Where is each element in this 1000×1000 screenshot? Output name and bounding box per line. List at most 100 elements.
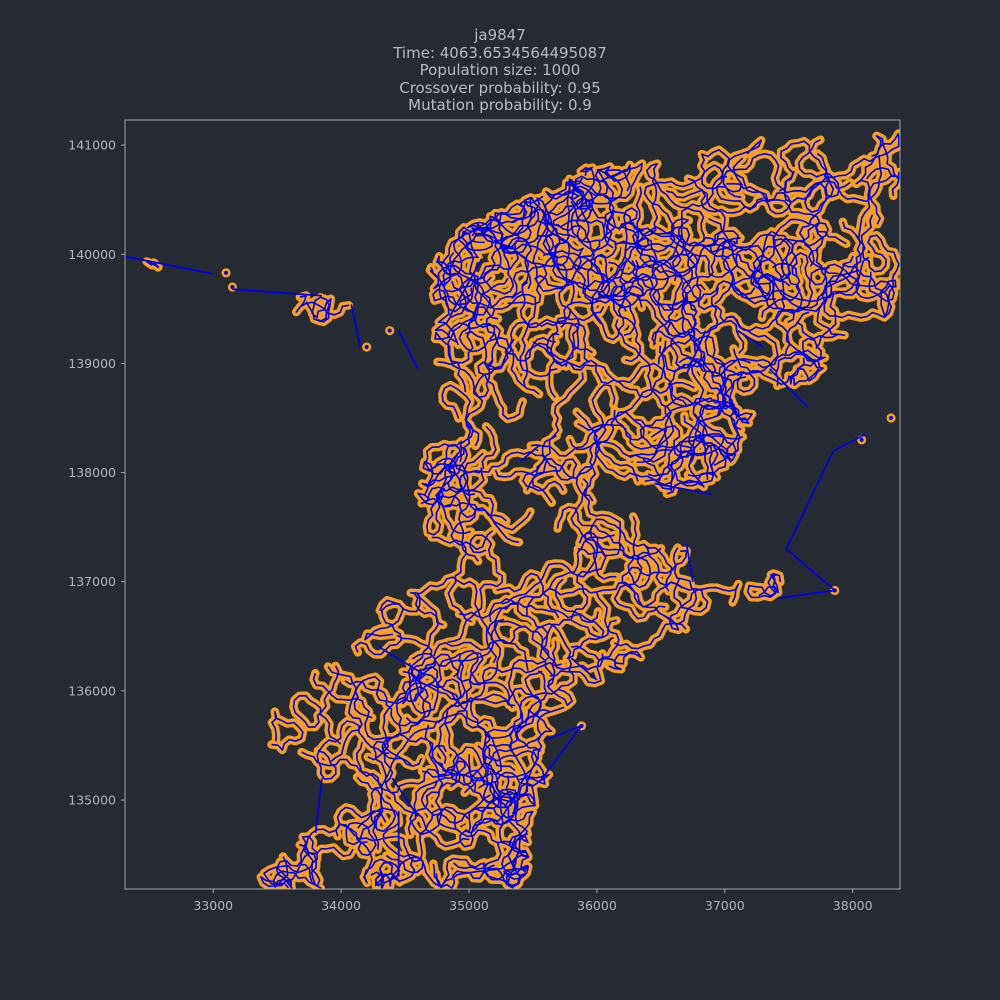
tour-path — [353, 668, 423, 719]
tour-path — [614, 226, 691, 282]
title-line-5: Mutation probability: 0.9 — [408, 96, 592, 115]
x-tick-label: 36000 — [577, 898, 617, 913]
tour-path — [465, 309, 572, 371]
tour-path — [295, 294, 350, 316]
tour-path — [442, 234, 520, 306]
tour-edge — [232, 288, 323, 297]
x-tick-label: 37000 — [705, 898, 745, 913]
city-center — [387, 328, 392, 333]
tour-path — [669, 233, 776, 301]
tour-path — [466, 232, 627, 312]
city-center — [832, 588, 837, 593]
tour-path — [605, 272, 756, 309]
tour-path — [571, 645, 642, 671]
tour-edge — [778, 589, 835, 599]
tour-path — [589, 164, 631, 205]
tour-path — [578, 477, 622, 557]
y-tick-label: 138000 — [68, 465, 116, 480]
tour-path — [458, 598, 555, 688]
tour-path — [475, 806, 530, 876]
tour-path — [458, 265, 546, 309]
tour-path — [417, 492, 520, 544]
tour-path — [722, 153, 838, 194]
tour-path — [808, 249, 895, 302]
tour-path — [433, 639, 529, 671]
title-line-4: Crossover probability: 0.95 — [399, 78, 601, 97]
tour-path — [617, 225, 739, 254]
tour-path — [370, 854, 424, 889]
tour-path — [519, 281, 580, 367]
tour-path — [443, 693, 516, 788]
tour-path — [413, 576, 498, 664]
y-tick-label: 140000 — [68, 247, 116, 262]
tour-path — [613, 551, 666, 620]
tour-path — [549, 591, 620, 684]
tour-path — [271, 710, 304, 751]
tour-edge — [685, 543, 694, 582]
x-tick-label: 35000 — [449, 898, 489, 913]
tour-path — [432, 770, 522, 889]
tour-path — [621, 225, 689, 311]
tour-path — [312, 672, 456, 775]
tour-path — [345, 811, 383, 857]
tour-path — [357, 807, 441, 887]
tour-path — [732, 348, 821, 386]
tour-path — [430, 234, 494, 290]
tour-path — [464, 661, 562, 794]
tour-path — [436, 806, 517, 847]
tour-path — [458, 277, 540, 395]
y-tick-label: 136000 — [68, 683, 116, 698]
tour-path — [507, 220, 561, 306]
tour-edge — [768, 368, 809, 408]
tour-path — [613, 395, 693, 450]
tour-path — [542, 250, 627, 341]
tour-path — [666, 443, 705, 495]
tour-path — [657, 301, 706, 372]
tour-path — [798, 138, 883, 203]
tour-edge — [397, 330, 419, 370]
tour-path — [356, 776, 397, 833]
tour-path — [433, 451, 553, 504]
tour-path — [789, 337, 825, 385]
tour-path — [434, 620, 544, 667]
tour-path — [500, 208, 588, 254]
tour-path — [810, 263, 861, 349]
tour-path — [421, 706, 565, 809]
tour-path — [570, 175, 617, 243]
tour-path — [504, 194, 581, 292]
tour-path — [374, 861, 401, 887]
tour-path — [493, 602, 560, 644]
tour-path — [471, 796, 518, 833]
tour-path — [565, 165, 623, 249]
tour-path — [496, 572, 599, 623]
city-center — [889, 415, 894, 420]
tour-path — [546, 333, 722, 407]
y-tick-label: 137000 — [68, 574, 116, 589]
tour-path — [432, 287, 501, 368]
tour-path — [526, 372, 584, 491]
tour-path — [636, 434, 737, 464]
tour-path — [632, 162, 728, 237]
tour-path — [434, 322, 496, 399]
tour-path — [450, 425, 497, 551]
plot-frame — [124, 119, 901, 890]
tour-path — [681, 248, 762, 313]
tour-path — [584, 518, 673, 592]
city-center — [230, 285, 235, 290]
y-tick-label: 135000 — [68, 793, 116, 808]
city-center — [364, 345, 369, 350]
tour-path — [530, 381, 695, 457]
tour-path — [263, 825, 341, 889]
tour-edge — [654, 482, 713, 496]
tour-path — [494, 435, 578, 481]
tour-path — [578, 204, 638, 302]
tour-path — [488, 581, 683, 623]
tour-path — [446, 687, 542, 742]
tour-path — [650, 425, 727, 486]
tour-path — [453, 832, 530, 889]
tour-path — [721, 237, 772, 300]
tour-edge — [391, 777, 419, 817]
tour-edge — [539, 725, 583, 781]
tour-path — [429, 223, 519, 293]
tour-path — [382, 686, 429, 784]
